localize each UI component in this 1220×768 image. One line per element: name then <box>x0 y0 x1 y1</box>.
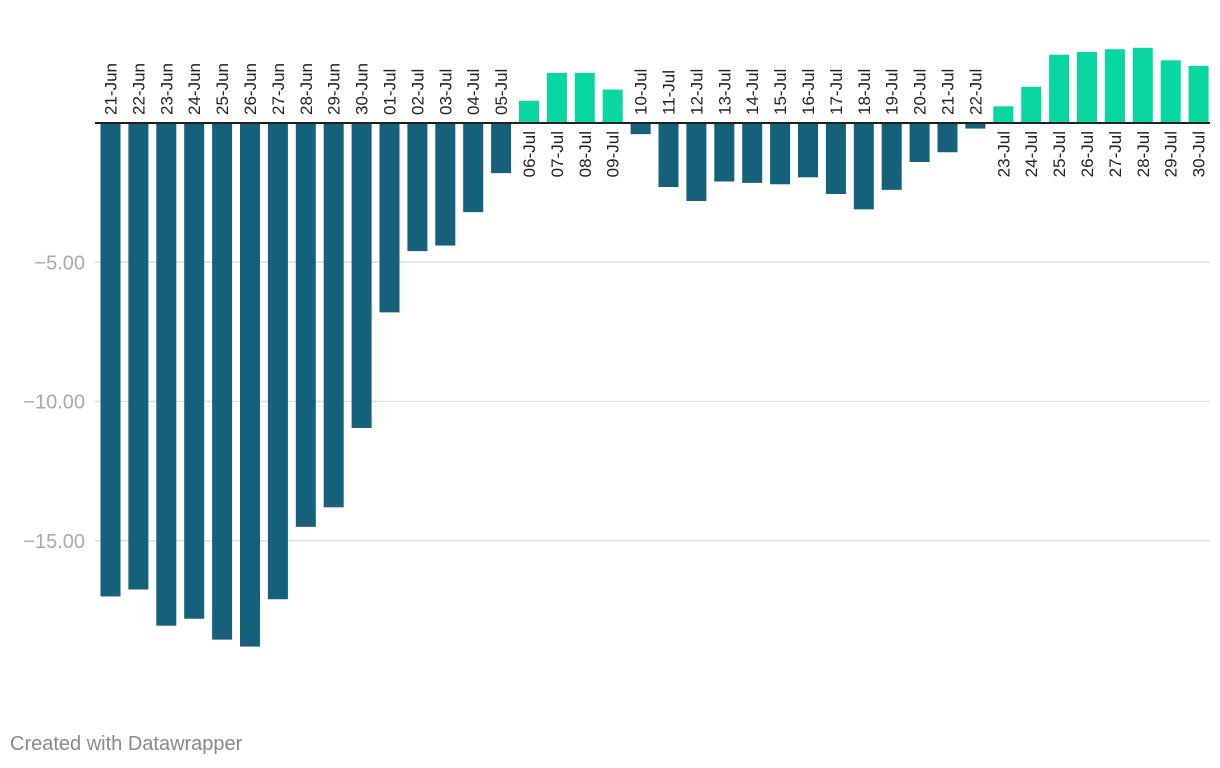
bar <box>825 123 846 195</box>
category-label: 30-Jul <box>1190 131 1209 177</box>
category-label: 16-Jul <box>799 69 818 115</box>
bar <box>323 123 344 508</box>
bar <box>295 123 316 527</box>
bar <box>881 123 902 190</box>
bar <box>1021 86 1042 123</box>
bar <box>379 123 400 313</box>
bar <box>240 123 260 647</box>
category-label: 22-Jun <box>129 63 148 115</box>
category-label: 08-Jul <box>576 131 595 177</box>
bar <box>267 123 288 600</box>
category-label: 14-Jul <box>743 69 762 115</box>
category-label: 12-Jul <box>687 69 706 115</box>
bar <box>1049 54 1070 123</box>
bar <box>435 123 456 246</box>
bar <box>546 72 567 123</box>
category-label: 28-Jun <box>297 63 316 115</box>
bar <box>100 123 121 597</box>
footer-credit: Created with Datawrapper <box>10 733 243 755</box>
bar <box>686 123 707 201</box>
category-label: 20-Jul <box>911 69 930 115</box>
bar <box>714 123 735 182</box>
bar <box>1160 60 1181 123</box>
bar <box>602 89 623 123</box>
bar <box>407 123 428 252</box>
category-label: 17-Jul <box>827 69 846 115</box>
category-label: 24-Jul <box>1022 131 1041 177</box>
bar <box>909 123 930 162</box>
category-label: 09-Jul <box>604 131 623 177</box>
bar <box>658 123 679 188</box>
y-tick-label: −5.00 <box>34 252 85 274</box>
category-label: 23-Jul <box>994 131 1013 177</box>
category-label: 01-Jul <box>381 69 400 115</box>
bar <box>351 123 372 428</box>
bar <box>853 123 874 210</box>
bar <box>128 123 149 590</box>
bar <box>156 123 177 626</box>
category-label: 25-Jul <box>1050 131 1069 177</box>
category-label: 10-Jul <box>632 69 651 115</box>
gridlines <box>95 261 1210 542</box>
category-label: 15-Jul <box>771 69 790 115</box>
category-label: 07-Jul <box>548 131 567 177</box>
category-label: 25-Jun <box>213 63 232 115</box>
category-label: 05-Jul <box>492 69 511 115</box>
y-tick-label: −10.00 <box>23 392 85 414</box>
category-label: 11-Jul <box>660 70 679 115</box>
category-label: 29-Jun <box>325 63 344 115</box>
category-label: 27-Jul <box>1106 131 1125 177</box>
y-axis-ticks: −5.00 −10.00 −15.00 <box>23 252 85 553</box>
category-label: 03-Jul <box>436 69 455 115</box>
category-label: 28-Jul <box>1134 131 1153 177</box>
category-label: 06-Jul <box>520 131 539 177</box>
bar <box>519 100 539 123</box>
category-label: 18-Jul <box>855 69 874 115</box>
y-tick-label: −15.00 <box>23 531 85 553</box>
bar <box>1188 65 1209 123</box>
category-label: 13-Jul <box>715 69 734 115</box>
bar <box>937 123 958 153</box>
bar <box>798 123 818 178</box>
bar <box>742 123 763 183</box>
category-label: 19-Jul <box>883 69 902 115</box>
bar <box>212 123 233 640</box>
bar <box>770 123 791 185</box>
category-label: 21-Jun <box>102 63 121 115</box>
category-label: 22-Jul <box>966 69 985 115</box>
category-label: 27-Jun <box>269 63 288 115</box>
category-label: 30-Jun <box>353 63 372 115</box>
category-label: 29-Jul <box>1162 131 1181 177</box>
bar <box>1104 49 1125 124</box>
category-label: 26-Jun <box>241 63 260 115</box>
category-label: 21-Jul <box>939 69 958 115</box>
bar-series <box>100 47 1209 647</box>
bar <box>184 123 205 619</box>
category-label: 26-Jul <box>1078 131 1097 177</box>
category-label: 23-Jun <box>157 63 176 115</box>
category-label: 04-Jul <box>464 69 483 115</box>
bar <box>463 123 484 213</box>
bar <box>491 123 512 174</box>
category-labels: 21-Jun 22-Jun 23-Jun 24-Jun 25-Jun 26-Jun 27-J… <box>102 63 1209 177</box>
bar <box>630 123 651 135</box>
bar <box>574 72 595 123</box>
bar <box>1077 51 1097 123</box>
bar <box>965 123 986 129</box>
bar <box>993 106 1014 123</box>
bar <box>1132 47 1153 123</box>
category-label: 02-Jul <box>408 69 427 115</box>
category-label: 24-Jun <box>185 63 204 115</box>
